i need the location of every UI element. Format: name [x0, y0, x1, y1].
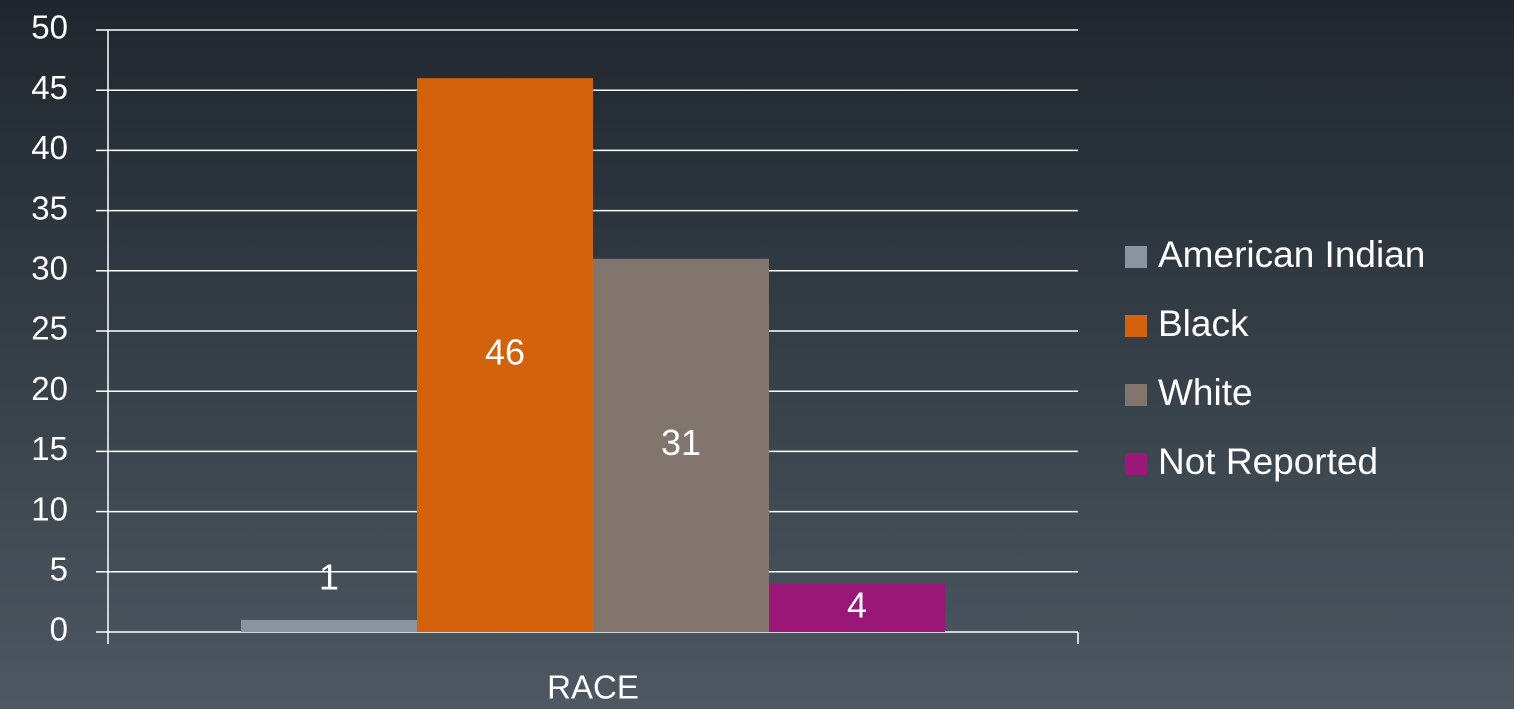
y-tick-label: 50	[31, 9, 68, 46]
y-tick-label: 5	[50, 551, 68, 588]
legend-swatch	[1125, 453, 1147, 475]
y-tick-label: 35	[31, 189, 68, 226]
bar	[417, 78, 593, 632]
data-label: 1	[319, 556, 339, 597]
y-tick-label: 40	[31, 129, 68, 166]
legend-label: Not Reported	[1158, 441, 1378, 482]
legend-label: White	[1158, 372, 1253, 413]
bar	[241, 619, 417, 632]
y-tick-label: 20	[31, 370, 68, 407]
y-tick-label: 25	[31, 310, 68, 347]
legend-swatch	[1125, 315, 1147, 337]
y-tick-label: 10	[31, 490, 68, 527]
data-label: 4	[847, 584, 867, 625]
y-tick-label: 45	[31, 69, 68, 106]
legend-swatch	[1125, 246, 1147, 268]
legend-swatch	[1125, 384, 1147, 406]
data-label: 46	[485, 332, 525, 373]
data-label: 31	[661, 422, 701, 463]
x-tick-label: RACE	[547, 669, 639, 706]
y-tick-label: 0	[50, 611, 68, 648]
bar	[769, 583, 945, 632]
y-tick-label: 30	[31, 250, 68, 287]
bar	[593, 258, 769, 632]
y-tick-label: 15	[31, 430, 68, 467]
legend-label: American Indian	[1158, 234, 1425, 275]
legend-label: Black	[1158, 303, 1249, 344]
